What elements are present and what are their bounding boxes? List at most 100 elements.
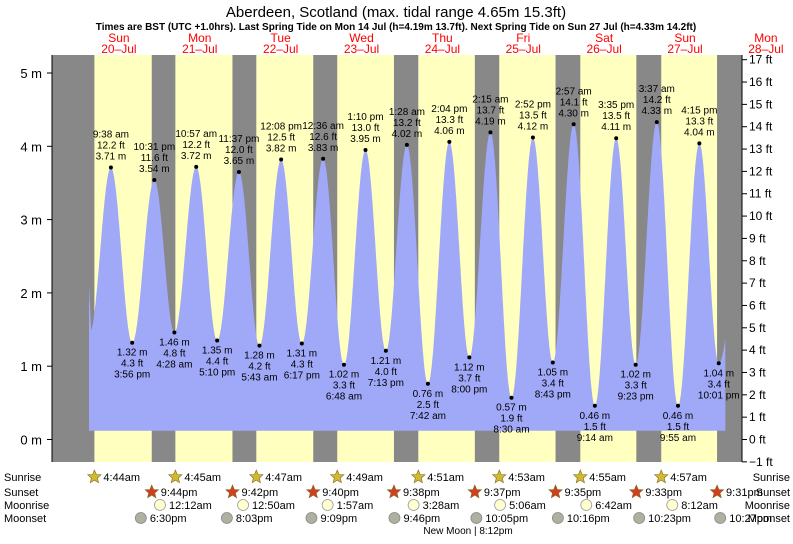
moon-phase-label: New Moon | 8:12pm [423,526,512,537]
tide-label-high: 1:10 pm [347,112,383,123]
tide-point [509,396,513,400]
tide-label-high: 9:38 am [93,130,129,141]
tide-label-high: 12.6 ft [309,132,337,143]
sunrise-time: 4:44am [103,472,140,484]
tide-label-high: 3:35 pm [598,100,634,111]
tide-label-high: 1:28 am [389,107,425,118]
sunset-icon [549,485,562,498]
tide-point [634,363,638,367]
sunrise-time: 4:55am [589,472,626,484]
tide-label-low: 3.7 ft [458,373,480,384]
tide-point [593,404,597,408]
moonrise-time: 12:12am [169,500,212,512]
sunrise-time: 4:49am [346,472,383,484]
tide-point [363,148,367,152]
sunset-time: 9:33pm [645,487,682,499]
sunrise-icon [574,470,587,483]
y-right-tick-label: 13 ft [749,142,773,156]
row-label-left-sunset: Sunset [4,487,38,499]
y-right-tick-label: 11 ft [749,187,772,201]
tide-label-high: 14.1 ft [560,97,588,108]
sunset-time: 9:42pm [241,487,278,499]
tide-label-low: 8:00 pm [451,384,487,395]
tide-label-low: 1.46 m [159,337,190,348]
tide-label-low: 7:42 am [410,411,446,422]
y-right-tick-label: 9 ft [749,231,766,245]
sunset-time: 9:35pm [565,487,602,499]
tide-label-low: 1.02 m [620,370,651,381]
tide-label-high: 13.5 ft [519,111,547,122]
moonset-time: 10:27pm [729,513,772,525]
moonset-time: 10:23pm [648,513,691,525]
row-label-left-moonrise: Moonrise [4,500,49,512]
tide-point [447,140,451,144]
tide-label-high: 4.12 m [518,122,549,133]
tide-label-high: 3.82 m [266,143,297,154]
tide-point [194,165,198,169]
tide-label-high: 12.2 ft [97,141,125,152]
tide-label-low: 3.4 ft [708,379,730,390]
y-right-tick-label: 3 ft [749,365,766,379]
moonset-time: 6:30pm [150,513,187,525]
tide-label-low: 1.5 ft [584,422,606,433]
moonrise-time: 8:12am [681,500,718,512]
sunset-icon [387,485,400,498]
tide-label-low: 4.2 ft [248,362,270,373]
tide-label-low: 1.32 m [117,348,148,359]
tide-label-low: 0.57 m [496,403,527,414]
y-right-tick-label: 4 ft [749,343,766,357]
moonrise-time: 3:28am [423,500,460,512]
tide-label-low: 1.12 m [454,362,485,373]
tide-label-low: 1.02 m [329,370,360,381]
row-label-right-moonrise: Moonrise [745,500,790,512]
day-label-date: 22–Jul [263,42,298,56]
moonset-icon [221,513,232,524]
sunset-icon [307,485,320,498]
tide-label-low: 0.46 m [580,411,611,422]
tide-label-high: 12.0 ft [225,145,253,156]
tide-label-low: 1.28 m [244,351,275,362]
y-left-tick-label: 1 m [20,359,42,374]
moonrise-icon [495,500,506,511]
sunrise-icon [412,470,425,483]
tide-point [172,330,176,334]
moonset-icon [471,513,482,524]
tide-point [405,143,409,147]
tide-label-low: 4.3 ft [121,359,143,370]
row-label-right-sunrise: Sunrise [753,472,790,484]
moonset-icon [306,513,317,524]
y-right-tick-label: 14 ft [749,120,773,134]
day-label-date: 21–Jul [182,42,217,56]
y-right-tick-label: 1 ft [749,410,766,424]
sunset-icon [468,485,481,498]
sunrise-time: 4:57am [670,472,707,484]
y-left-tick-label: 5 m [20,66,42,81]
tide-label-low: 2.5 ft [417,400,439,411]
sunset-time: 9:38pm [403,487,440,499]
tide-point [109,166,113,170]
day-label-date: 25–Jul [506,42,541,56]
tide-label-high: 4.11 m [601,122,631,133]
moonrise-icon [667,500,678,511]
moonrise-time: 12:50am [252,500,295,512]
tide-point [614,136,618,140]
moonset-icon [135,513,146,524]
y-right-tick-label: 0 ft [749,433,766,447]
tide-label-high: 13.3 ft [435,115,463,126]
sunset-time: 9:31pm [726,487,763,499]
tide-label-high: 12:36 am [302,121,344,132]
tide-label-high: 2:04 pm [431,104,467,115]
tide-label-high: 10:31 pm [133,142,175,153]
tide-point [676,404,680,408]
sunrise-icon [169,470,182,483]
y-right-tick-label: 5 ft [749,321,766,335]
tide-label-low: 3.3 ft [625,381,647,392]
tide-label-high: 4:15 pm [681,105,717,116]
moonrise-icon [408,500,419,511]
tide-label-high: 2:57 am [556,86,592,97]
tide-point [384,349,388,353]
tide-label-low: 4.3 ft [291,359,313,370]
moonrise-icon [238,500,249,511]
